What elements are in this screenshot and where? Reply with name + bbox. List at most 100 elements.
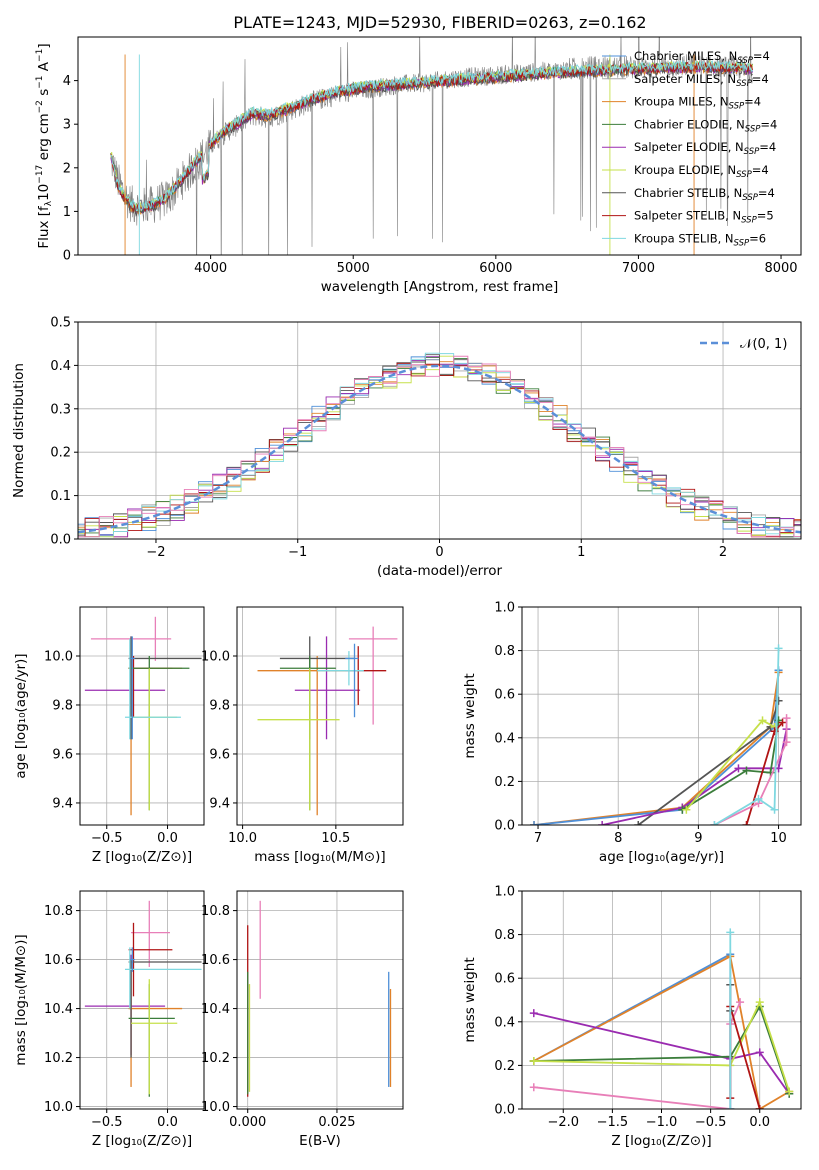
spectrum-ylabel-part: −2 [35, 100, 45, 113]
spectrum-model-line [110, 60, 753, 212]
legend-label-subscript: SSP [744, 147, 760, 157]
weight_vs_age-point-marker [742, 821, 751, 825]
mass_vs_ebv-ytick-label: 10.6 [201, 953, 230, 968]
spectrum-model-line [110, 62, 753, 215]
residuals-histogram [78, 352, 801, 538]
legend-label-text: Chabrier STELIB, N [634, 186, 742, 200]
mass_vs_Z-frame [79, 890, 205, 1110]
spectrum-xtick-label: 4000 [194, 261, 227, 276]
spectrum-ytick-label: 0 [63, 249, 71, 264]
spectrum-legend-label: Kroupa ELODIE, NSSP=4 [634, 163, 769, 180]
legend-label-subscript: SSP [742, 193, 758, 203]
age_vs_mass-xtick-label: 10.0 [228, 831, 257, 846]
spectrum-ylabel-part: s [36, 89, 52, 100]
weight_vs_age-series-line [681, 720, 780, 811]
age_vs_mass-ytick-label: 9.6 [209, 747, 230, 762]
mass_vs_Z-xlabel: Z [log₁₀(Z/Z⊙)] [92, 1133, 192, 1149]
weight_vs_Z-point-marker [736, 998, 745, 1007]
spectrum-plot-area [110, 37, 753, 255]
weight_vs_Z-xtick-label: 0.0 [749, 1115, 770, 1130]
weight_vs_Z-point-marker [755, 1048, 764, 1057]
residuals-ytick-label: 0.5 [50, 316, 71, 331]
weight_vs_age-point-marker [782, 738, 791, 747]
weight_vs_Z-series-line [533, 999, 791, 1092]
residuals-gaussian-curve [78, 364, 801, 534]
weight_vs_Z-plot-area [529, 928, 794, 1109]
residuals-legend-label: 𝒩(0, 1) [740, 337, 787, 352]
weight_vs_age-point-marker [758, 716, 767, 725]
weight_vs_age-point-marker [734, 764, 743, 773]
age_vs_Z-ylabel: age [log₁₀(age/yr)] [13, 653, 29, 778]
mass_vs_Z-ytick-label: 10.6 [44, 953, 73, 968]
weight_vs_Z-ytick-label: 0.4 [494, 1015, 515, 1030]
spectrum-ytick-label: 1 [63, 205, 71, 220]
legend-label-text: Kroupa ELODIE, N [634, 163, 736, 177]
weight_vs_age-ytick-label: 0.2 [494, 775, 515, 790]
mass_vs_Z-panel: −0.5 0.0 10.0 10.2 10.4 10.6 10.8 Z [log₁₀(Z/Z⊙… [13, 890, 205, 1149]
weight_vs_Z-panel: −2.0 −1.5 −1.0 −0.5 0.0 0.0 0.2 0.4 0.6 0.8 1.0 Z [… [462, 885, 802, 1149]
age_vs_Z-xtick-label: −0.5 [91, 831, 123, 846]
weight_vs_age-point-marker [682, 805, 691, 814]
legend-label-suffix: =4 [744, 95, 761, 109]
mass_vs_ebv-xtick-label: 0.000 [229, 1115, 266, 1130]
legend-label-suffix: =5 [757, 209, 774, 223]
spectrum-ylabel-part: 10 [36, 184, 52, 201]
weight_vs_age-point-marker [754, 794, 763, 803]
weight_vs_Z-series-line [533, 1001, 741, 1109]
legend-label-subscript: SSP [741, 216, 757, 226]
spectrum-ytick-label: 4 [63, 74, 71, 89]
age_vs_mass-ytick-label: 9.4 [209, 796, 230, 811]
age_vs_Z-ytick-label: 9.6 [52, 747, 73, 762]
weight_vs_age-point-marker [774, 644, 783, 653]
age_vs_Z-ytick-label: 9.8 [52, 698, 73, 713]
spectrum-ylabel-part: ] [36, 43, 52, 48]
weight_vs_age-point-marker [710, 821, 719, 825]
residuals-xtick-label: −1 [288, 545, 307, 560]
legend-label-subscript: SSP [734, 238, 750, 248]
weight_vs_Z-xtick-label: −1.0 [646, 1115, 678, 1130]
spectrum-xtick-label: 8000 [764, 261, 797, 276]
age_vs_Z-xlabel: Z [log₁₀(Z/Z⊙)] [92, 849, 192, 865]
weight_vs_age-ytick-label: 0.8 [494, 644, 515, 659]
weight_vs_Z-point-marker [529, 1009, 538, 1018]
residuals-panel: −2 −1 0 1 2 0.0 0.1 0.2 0.3 0.4 0.5 (data-model)/er… [11, 316, 802, 579]
mass_vs_ebv-xlabel: E(B-V) [299, 1133, 341, 1149]
legend-label-suffix: =6 [749, 231, 766, 245]
residuals-xtick-label: 1 [577, 545, 585, 560]
weight_vs_age-point-marker [774, 696, 783, 705]
weight_vs_age-ytick-label: 1.0 [494, 601, 515, 616]
weight_vs_age-point-marker [778, 718, 787, 727]
age_vs_Z-xtick-label: 0.0 [157, 831, 178, 846]
residuals-ytick-label: 0.0 [50, 533, 71, 548]
weight_vs_Z-ytick-label: 1.0 [494, 885, 515, 900]
residuals-ytick-label: 0.4 [50, 359, 71, 374]
age_vs_Z-panel: −0.5 0.0 9.4 9.6 9.8 10.0 Z [log₁₀(Z/Z⊙)] age [… [13, 606, 205, 865]
residuals-ylabel: Normed distribution [11, 363, 27, 498]
weight_vs_Z-point-marker [529, 1057, 538, 1066]
legend-label-suffix: =4 [752, 72, 769, 86]
legend-label-text: Salpeter STELIB, N [634, 209, 741, 223]
weight_vs_age-series-line [713, 648, 780, 825]
mass_vs_Z-ytick-label: 10.0 [44, 1100, 73, 1115]
weight_vs_Z-ytick-label: 0.2 [494, 1059, 515, 1074]
spectrum-frame [77, 36, 802, 256]
weight_vs_Z-ytick-label: 0.6 [494, 972, 515, 987]
mass_vs_ebv-ytick-label: 10.2 [201, 1051, 230, 1066]
spectrum-legend-label: Chabrier ELODIE, NSSP=4 [634, 117, 777, 134]
spectrum-ylabel-part: −1 [35, 49, 45, 62]
legend-label-subscript: SSP [737, 56, 753, 66]
weight_vs_age-point-marker [742, 766, 751, 775]
weight_vs_Z-point-marker [726, 928, 735, 937]
spectrum-legend-label: Salpeter STELIB, NSSP=5 [634, 209, 774, 226]
age_vs_Z-frame [79, 606, 205, 826]
spectrum-legend-label: Kroupa MILES, NSSP=4 [634, 95, 761, 112]
spectrum-xtick-label: 6000 [479, 261, 512, 276]
weight_vs_Z-series-line [533, 1004, 791, 1094]
spectrum-panel: 4000 5000 6000 7000 8000 0 1 2 3 4 wavelength [Ang… [35, 36, 802, 295]
weight_vs_age-point-marker [598, 821, 607, 825]
spectrum-xtick-label: 7000 [622, 261, 655, 276]
mass_vs_ebv-frame [236, 890, 404, 1110]
spectrum-ytick-label: 3 [63, 118, 71, 133]
mass_vs_Z-ytick-label: 10.2 [44, 1051, 73, 1066]
weight_vs_age-series-line [714, 718, 788, 825]
